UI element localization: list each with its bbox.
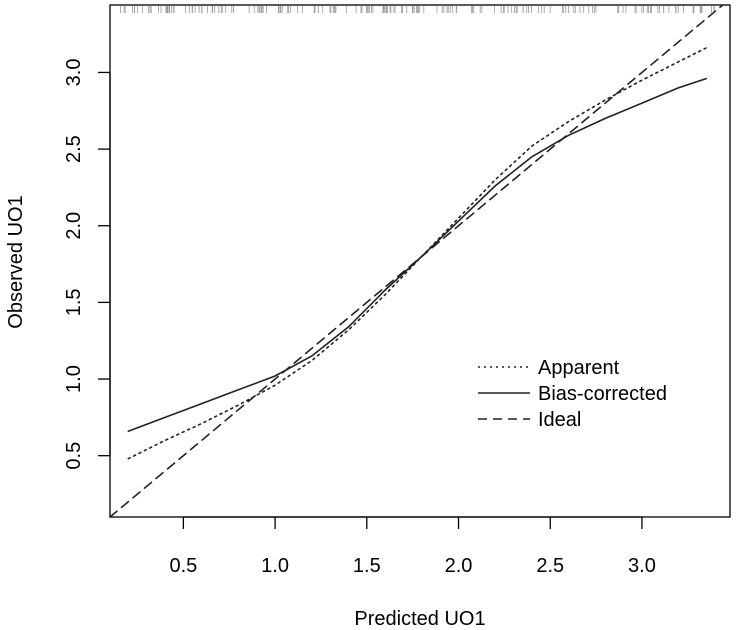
legend-label: Ideal	[538, 409, 581, 431]
series-layer	[109, 4, 724, 518]
y-tick-label: 1.0	[63, 365, 85, 393]
x-tick-label: 3.0	[628, 555, 656, 577]
y-tick-label: 2.5	[63, 135, 85, 163]
legend-label: Apparent	[538, 357, 620, 379]
y-tick-label: 0.5	[63, 442, 85, 470]
y-axis: 0.5 1.0 1.5 2.0 2.5 3.0	[63, 59, 111, 470]
x-axis-label: Predicted UO1	[354, 608, 485, 630]
legend-label: Bias-corrected	[538, 383, 667, 405]
series-ideal	[109, 4, 724, 518]
x-axis: 0.5 1.0 1.5 2.0 2.5 3.0	[169, 516, 656, 577]
y-tick-label: 2.0	[63, 212, 85, 240]
legend: Apparent Bias-corrected Ideal	[478, 357, 667, 431]
y-tick-label: 3.0	[63, 59, 85, 87]
y-axis-label: Observed UO1	[5, 195, 27, 328]
x-tick-label: 0.5	[169, 555, 197, 577]
x-tick-label: 1.5	[353, 555, 381, 577]
series-bias-corrected	[127, 77, 707, 432]
x-tick-label: 1.0	[261, 555, 289, 577]
rug-ticks	[120, 6, 715, 13]
x-tick-label: 2.0	[445, 555, 473, 577]
x-tick-label: 2.5	[536, 555, 564, 577]
y-tick-label: 1.5	[63, 288, 85, 316]
